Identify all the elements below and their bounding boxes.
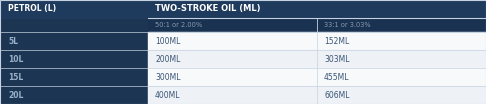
Text: 200ML: 200ML	[155, 54, 180, 64]
Text: 33:1 or 3.03%: 33:1 or 3.03%	[324, 22, 371, 28]
Text: 300ML: 300ML	[155, 72, 180, 82]
Text: 400ML: 400ML	[155, 90, 180, 100]
Bar	[0, 0, 148, 104]
Text: 152ML: 152ML	[324, 37, 349, 46]
Text: 15L: 15L	[8, 72, 23, 82]
Bar	[148, 86, 486, 104]
Bar	[148, 50, 486, 68]
Text: 606ML: 606ML	[324, 90, 349, 100]
Bar	[0, 0, 148, 18]
Text: 50:1 or 2.00%: 50:1 or 2.00%	[155, 22, 202, 28]
Text: TWO-STROKE OIL (ML): TWO-STROKE OIL (ML)	[155, 4, 260, 14]
Bar	[148, 0, 486, 18]
Text: 5L: 5L	[8, 37, 18, 46]
Text: 100ML: 100ML	[155, 37, 180, 46]
Text: 10L: 10L	[8, 54, 23, 64]
Text: PETROL (L): PETROL (L)	[8, 4, 56, 14]
Bar	[148, 68, 486, 86]
Text: 455ML: 455ML	[324, 72, 349, 82]
Text: 303ML: 303ML	[324, 54, 349, 64]
Bar	[148, 18, 486, 32]
Text: 20L: 20L	[8, 90, 23, 100]
Bar	[148, 32, 486, 50]
